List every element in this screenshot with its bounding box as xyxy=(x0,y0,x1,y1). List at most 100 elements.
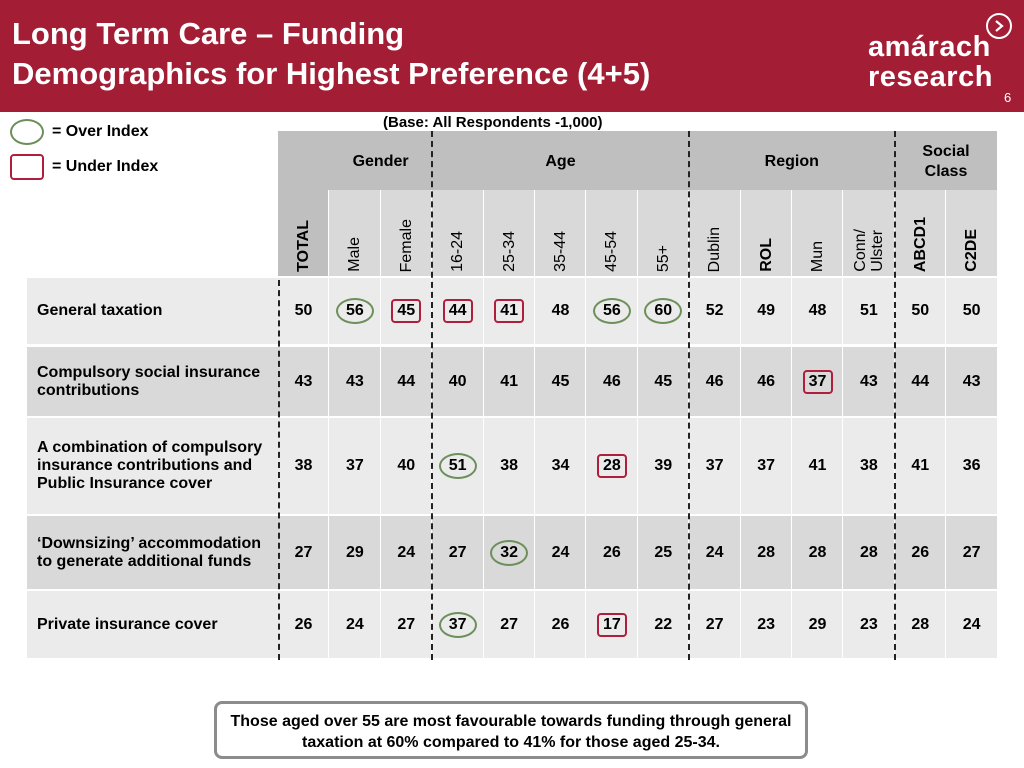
table-cell: 45 xyxy=(397,302,416,319)
column-header-c2de: C2DE xyxy=(946,188,997,278)
company-logo: amárach research xyxy=(868,32,993,92)
over-index-legend-label: = Over Index xyxy=(52,123,149,140)
table-cell: 25 xyxy=(654,543,673,561)
table-cell: 38 xyxy=(500,457,518,474)
column-separator xyxy=(636,190,638,658)
table-cell: 43 xyxy=(294,372,313,390)
table-row xyxy=(27,591,997,658)
under-index-legend-icon xyxy=(10,154,44,180)
under-index-marker xyxy=(802,369,833,394)
table-cell: 28 xyxy=(808,543,827,561)
table-cell: 26 xyxy=(911,543,930,561)
table-cell: 50 xyxy=(962,302,981,319)
title-line-2: Demographics for Highest Preference (4+5… xyxy=(12,56,651,91)
column-header-text: Dublin xyxy=(706,226,724,272)
column-header-mun: Mun xyxy=(792,188,843,278)
table-cell: 37 xyxy=(757,457,775,474)
column-separator xyxy=(842,190,844,658)
row-label-text: Compulsory social insurance contribution… xyxy=(37,363,261,399)
column-separator xyxy=(328,190,330,658)
column-header-text: ROL xyxy=(757,238,775,272)
table-cell: 45 xyxy=(654,372,673,390)
table-cell: 27 xyxy=(397,615,416,633)
column-header-text: 35-44 xyxy=(552,231,569,272)
column-header-text: 55+ xyxy=(654,244,672,272)
logo-chevron-icon xyxy=(986,13,1012,39)
under-index-marker xyxy=(494,299,525,323)
row-label: ‘Downsizing’ accommodation to generate a… xyxy=(37,516,272,589)
table-cell: 60 xyxy=(654,302,673,319)
column-header-abcd1: ABCD1 xyxy=(895,188,946,278)
table-cell: 37 xyxy=(448,615,467,633)
column-separator xyxy=(379,190,381,658)
group-header-social: Social Class xyxy=(922,143,970,180)
row-label-text: General taxation xyxy=(37,302,163,319)
table-cell: 24 xyxy=(551,543,570,561)
under-index-marker xyxy=(596,454,627,478)
row-label-text: ‘Downsizing’ accommodation to generate a… xyxy=(37,534,262,570)
column-header-35-44: 35-44 xyxy=(535,188,586,278)
table-cell: 46 xyxy=(705,372,724,390)
table-cell: 39 xyxy=(654,457,673,474)
table-cell: 38 xyxy=(859,457,878,474)
column-header-16-24: 16-24 xyxy=(432,188,483,278)
table-cell: 17 xyxy=(602,615,621,633)
total-header-cell xyxy=(278,190,329,276)
group-divider xyxy=(688,131,690,660)
column-header-text: 25-34 xyxy=(500,231,518,272)
table-cell: 41 xyxy=(500,302,518,319)
table-cell: 56 xyxy=(602,302,621,319)
column-header-text: Conn/ Ulster xyxy=(851,229,886,272)
over-index-legend-icon xyxy=(10,119,44,145)
table-cell: 27 xyxy=(448,543,467,561)
table-cell: 37 xyxy=(705,457,724,474)
table-cell: 27 xyxy=(962,543,981,561)
table-cell: 45 xyxy=(551,372,570,390)
over-index-marker xyxy=(438,611,477,638)
table-cell: 26 xyxy=(602,543,621,561)
page-number: 6 xyxy=(1004,90,1012,105)
table-cell: 44 xyxy=(448,302,467,319)
table-cell: 28 xyxy=(757,543,775,561)
table-cell: 32 xyxy=(500,543,518,561)
column-header-male: Male xyxy=(329,188,380,278)
group-header-age: Age xyxy=(545,153,576,170)
column-header-text: 16-24 xyxy=(449,231,467,272)
table-cell: 56 xyxy=(345,302,364,319)
title-line-1: Long Term Care – Funding xyxy=(12,16,405,51)
table-cell: 43 xyxy=(962,372,981,390)
group-header-gender: Gender xyxy=(352,153,409,170)
table-cell: 24 xyxy=(962,615,981,633)
table-cell: 41 xyxy=(911,457,930,474)
table-cell: 36 xyxy=(962,457,981,474)
column-header-rol: ROL xyxy=(741,188,792,278)
table-cell: 43 xyxy=(345,372,364,390)
row-label-text: Private insurance cover xyxy=(37,615,218,633)
table-cell: 41 xyxy=(808,457,827,474)
under-index-marker xyxy=(442,299,473,323)
column-separator xyxy=(739,190,741,658)
column-header-55: 55+ xyxy=(638,188,689,278)
under-index-marker xyxy=(391,299,422,323)
page-title: Long Term Care – Funding Demographics fo… xyxy=(12,14,650,94)
column-header-total: TOTAL xyxy=(278,188,329,278)
over-index-marker xyxy=(644,298,683,324)
group-header-region: Region xyxy=(764,153,819,170)
group-divider xyxy=(431,131,433,660)
table-cell: 26 xyxy=(294,615,313,633)
table-cell: 48 xyxy=(808,302,827,319)
column-header-text: 45-54 xyxy=(603,231,621,272)
row-label: Private insurance cover xyxy=(37,591,272,658)
logo-line-1: amárach xyxy=(868,31,991,63)
table-cell: 48 xyxy=(551,302,570,319)
table-cell: 46 xyxy=(757,372,775,390)
column-header-dublin: Dublin xyxy=(689,188,740,278)
table-cell: 43 xyxy=(859,372,878,390)
column-header-text: Female xyxy=(397,218,415,272)
under-index-legend-label: = Under Index xyxy=(52,158,159,175)
table-cell: 51 xyxy=(859,302,878,319)
column-separator xyxy=(585,190,587,658)
table-cell: 23 xyxy=(859,615,878,633)
table-cell: 27 xyxy=(705,615,724,633)
table-cell: 40 xyxy=(448,372,467,390)
